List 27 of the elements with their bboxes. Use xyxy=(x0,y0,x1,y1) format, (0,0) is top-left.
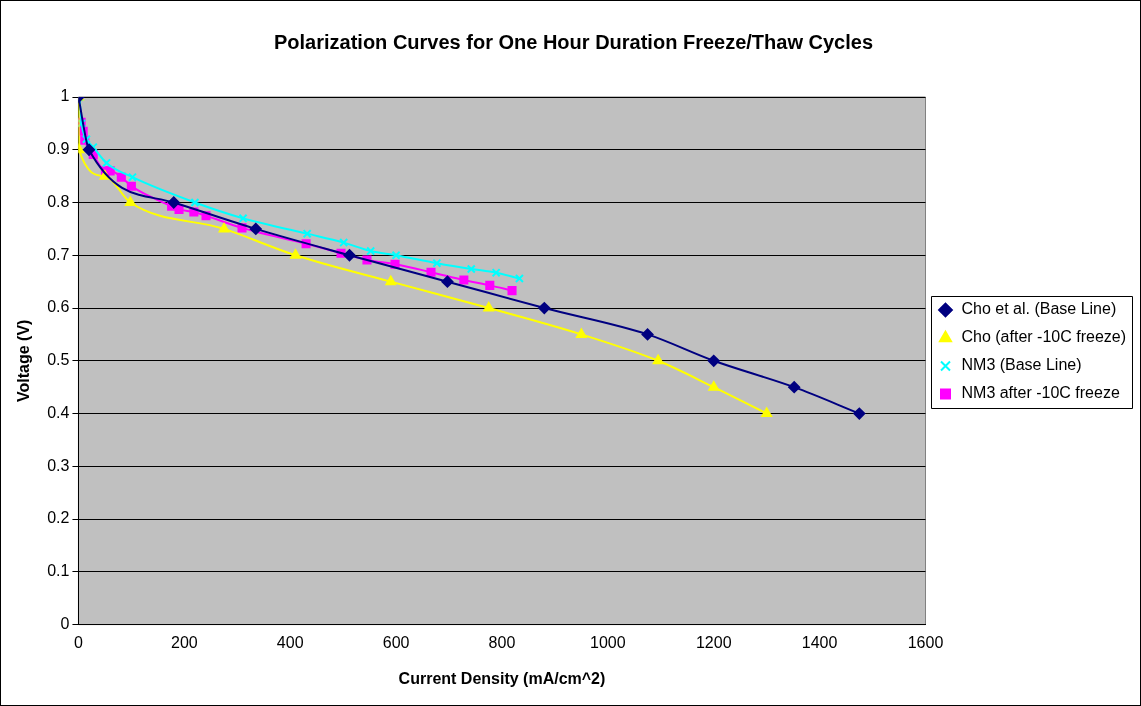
x-tick-label: 1400 xyxy=(801,633,838,651)
y-tick-label: 0.7 xyxy=(47,245,70,263)
legend-label: NM3 (Base Line) xyxy=(961,356,1082,374)
x-axis-title: Current Density (mA/cm^2) xyxy=(398,669,606,687)
y-tick-label: 0.1 xyxy=(47,562,70,580)
x-tick-label: 800 xyxy=(488,633,516,651)
y-tick-label: 0.9 xyxy=(47,140,70,158)
x-tick-label: 1000 xyxy=(590,633,626,651)
x-tick-label: 1600 xyxy=(907,633,944,651)
x-tick-label: 0 xyxy=(73,633,83,651)
y-tick-label: 0 xyxy=(60,615,70,633)
x-tick-label: 600 xyxy=(382,633,410,651)
legend-label: Cho et al. (Base Line) xyxy=(961,300,1117,318)
y-tick-label: 0.2 xyxy=(47,509,70,527)
y-tick-label: 0.3 xyxy=(47,456,70,474)
y-tick-label: 1 xyxy=(60,87,70,105)
y-tick-label: 0.4 xyxy=(47,403,70,421)
y-tick-label: 0.6 xyxy=(47,298,70,316)
x-tick-label: 400 xyxy=(276,633,304,651)
legend-label: Cho (after -10C freeze) xyxy=(961,328,1127,346)
y-tick-label: 0.5 xyxy=(47,351,70,369)
x-tick-label: 1200 xyxy=(695,633,732,651)
chart-title: Polarization Curves for One Hour Duration Freeze/Thaw Cycles xyxy=(273,30,874,53)
legend-label: NM3 after -10C freeze xyxy=(961,384,1120,402)
y-tick-label: 0.8 xyxy=(47,192,70,210)
y-axis-title: Voltage (V) xyxy=(15,319,33,402)
x-tick-label: 200 xyxy=(170,633,198,651)
